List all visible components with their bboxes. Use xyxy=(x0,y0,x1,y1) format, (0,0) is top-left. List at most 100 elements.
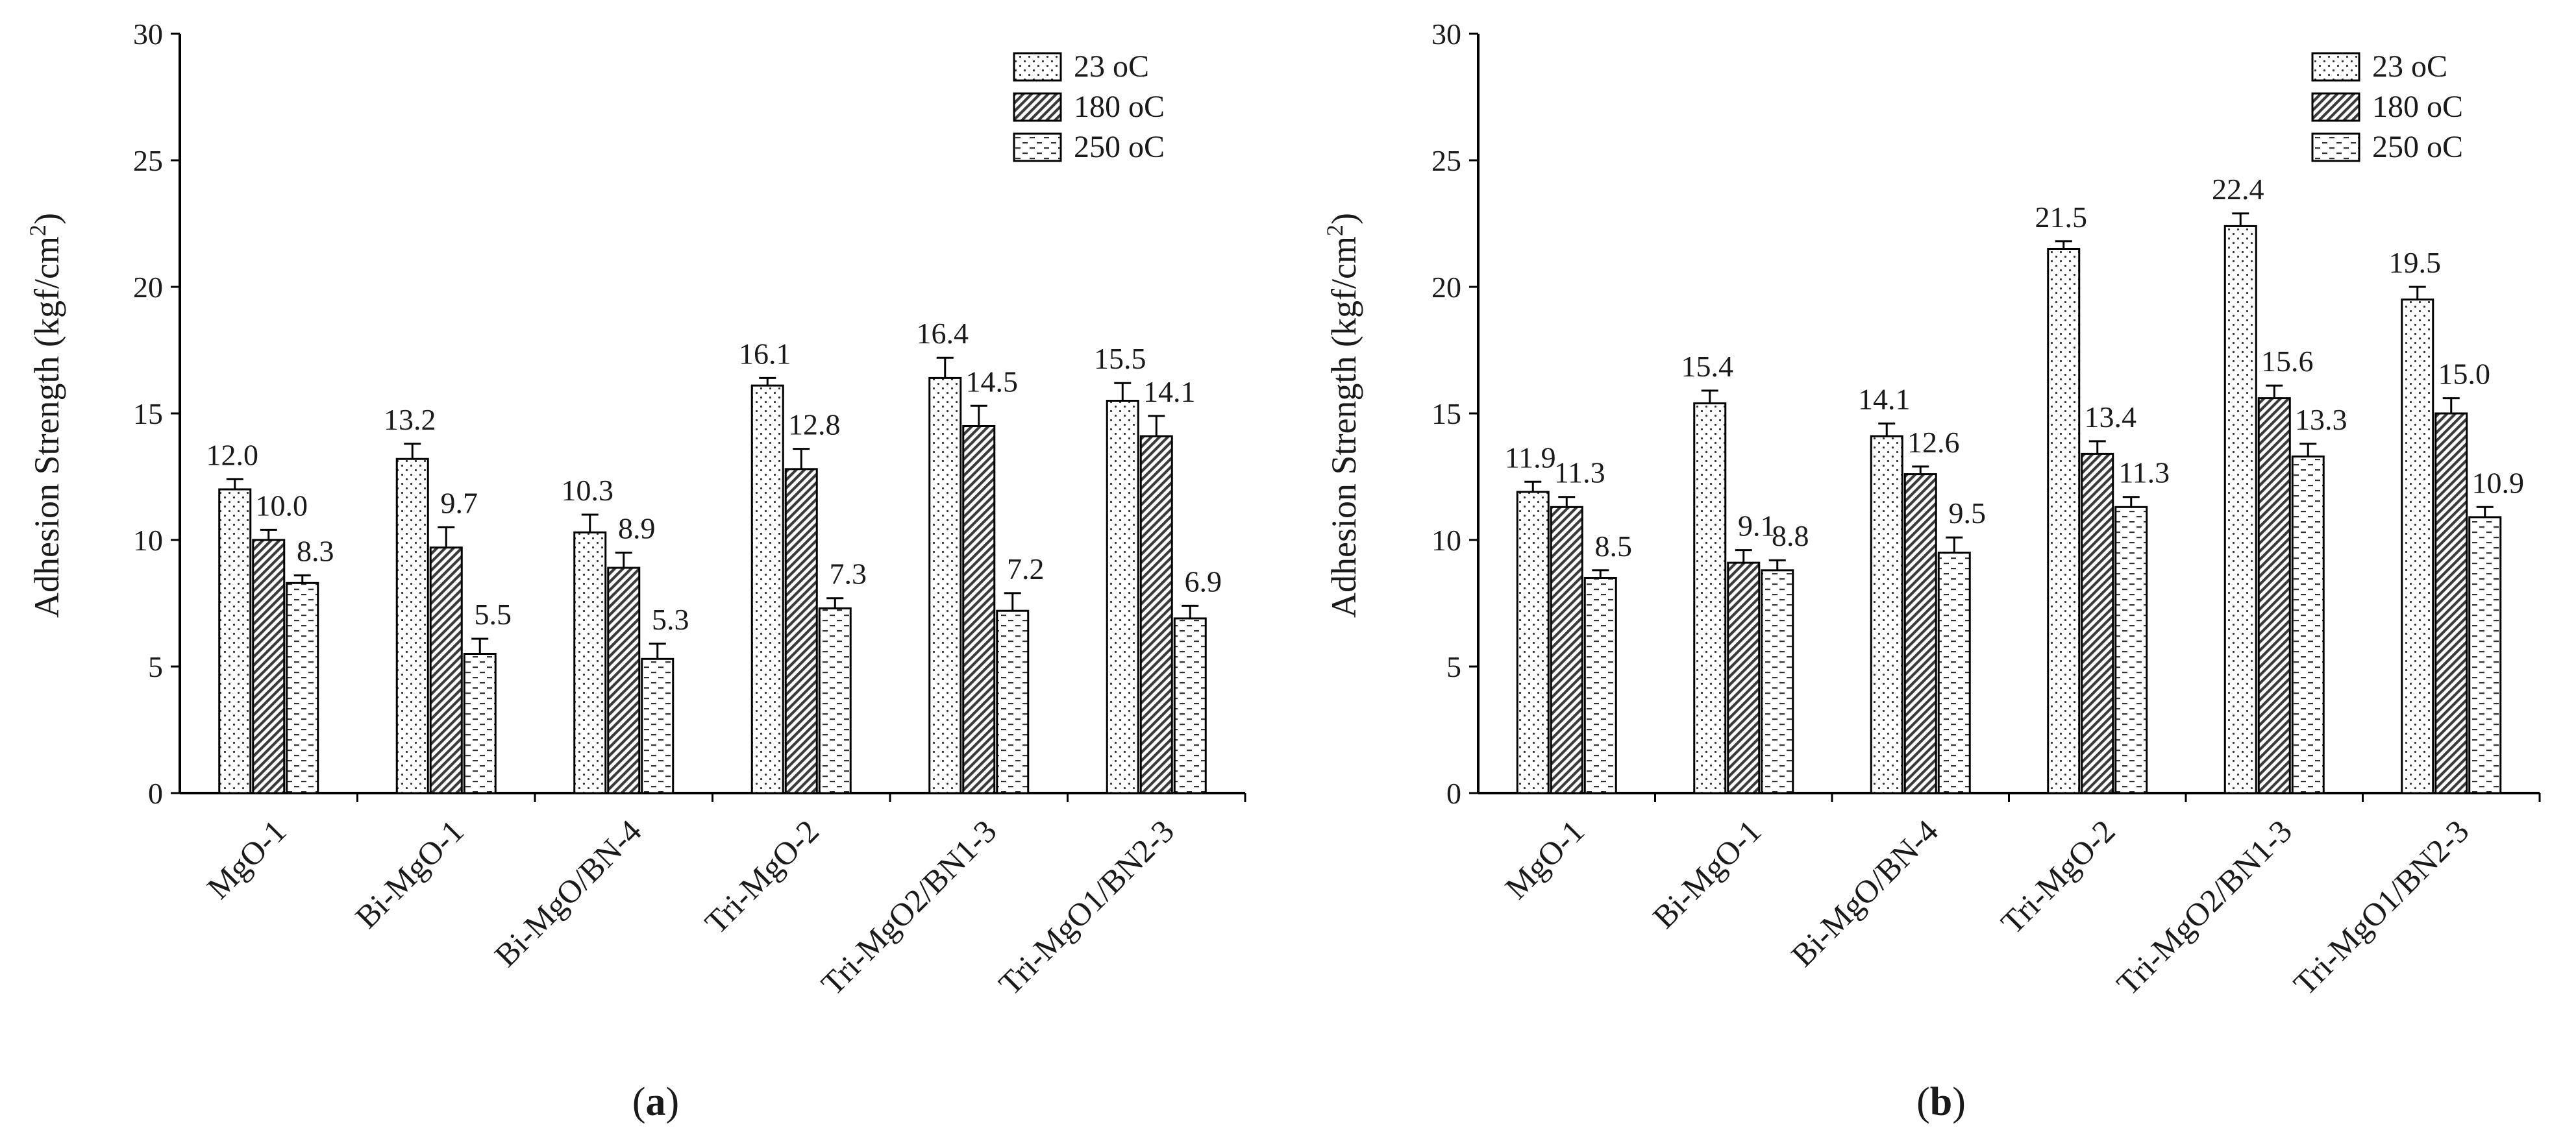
panel-a-bar-23c xyxy=(1106,400,1139,794)
panel-b-legend-label-23c: 23 oC xyxy=(2372,49,2447,84)
panel-b-bar-180c xyxy=(2434,412,2468,794)
panel-b-data-label: 11.3 xyxy=(2118,456,2170,489)
panel-a-data-label: 13.2 xyxy=(384,403,436,436)
panel-a-category-label: Tri-MgO2/BN1-3 xyxy=(814,813,1004,1002)
panel-b-bar-250c xyxy=(2114,506,2148,794)
panel-b-bar-180c xyxy=(2257,397,2291,794)
panel-b-category-label: Tri-MgO-2 xyxy=(1994,813,2122,940)
panel-a-y-tick-label: 5 xyxy=(148,650,163,683)
panel-a-data-label: 8.3 xyxy=(297,535,334,568)
panel-b-bar-250c xyxy=(2468,516,2502,794)
panel-a-data-label: 5.5 xyxy=(475,598,512,631)
panel-b-category-label: MgO-1 xyxy=(1498,813,1591,906)
panel-a-bar-23c xyxy=(218,488,252,794)
panel-a-bar-23c xyxy=(573,531,607,794)
panel-b-legend-label-180c: 180 oC xyxy=(2372,90,2463,124)
panel-a-data-label: 5.3 xyxy=(652,603,689,636)
panel-b-y-tick-label: 25 xyxy=(1431,144,1461,177)
panel-b-legend-swatch-250c xyxy=(2311,132,2360,162)
panel-a-bar-23c xyxy=(750,384,784,794)
panel-a-bar-250c xyxy=(996,609,1030,794)
panel-a-bar-180c xyxy=(607,567,641,794)
panel-b-bar-23c xyxy=(1693,402,1727,794)
panel-b-y-tick-label: 10 xyxy=(1431,524,1461,557)
panel-b-data-label: 14.1 xyxy=(1858,383,1911,416)
panel-a-y-tick-label: 10 xyxy=(133,524,163,557)
panel-a-bar-180c xyxy=(429,546,463,794)
panel-b-data-label: 19.5 xyxy=(2389,246,2442,279)
panel-a-y-tick-label: 20 xyxy=(133,271,163,304)
panel-b-data-label: 15.6 xyxy=(2261,345,2314,378)
panel-b-data-label: 9.1 xyxy=(1738,509,1776,543)
panel-b-data-label: 12.6 xyxy=(1907,426,1960,459)
panel-a-data-label: 7.2 xyxy=(1007,552,1045,585)
panel-b-legend-swatch-180c xyxy=(2311,92,2360,122)
panel-a-data-label: 12.0 xyxy=(206,438,259,471)
panel-b-y-axis-title: Adhesion Strength (kgf/cm2) xyxy=(1322,213,1363,618)
panel-a-bar-250c xyxy=(641,657,675,794)
panel-b-legend-label-250c: 250 oC xyxy=(2372,130,2463,164)
panel-a-data-label: 10.0 xyxy=(256,489,308,522)
panel-a-y-tick-label: 15 xyxy=(133,397,163,430)
panel-b-bar-180c xyxy=(1727,561,1761,794)
panel-a-y-axis-title: Adhesion Strength (kgf/cm2) xyxy=(25,213,66,618)
panel-b-data-label: 8.8 xyxy=(1772,519,1809,552)
panel-b-category-label: Bi-MgO-1 xyxy=(1646,813,1768,935)
panel-a-legend-swatch-180c xyxy=(1013,92,1062,122)
panel-b-data-label: 8.5 xyxy=(1595,530,1633,563)
panel-a-category-label: Tri-MgO-2 xyxy=(698,813,826,940)
panel-a-bar-180c xyxy=(252,539,286,794)
panel-a-bar-180c xyxy=(1139,435,1173,794)
panel-b-y-tick-label: 20 xyxy=(1431,271,1461,304)
panel-a-y-tick-label: 30 xyxy=(133,18,163,51)
panel-b-data-label: 9.5 xyxy=(1949,496,1987,530)
panel-a-category-label: Bi-MgO-1 xyxy=(348,813,471,935)
panel-a-bar-250c xyxy=(1173,617,1207,794)
panel-a-data-label: 15.5 xyxy=(1094,342,1146,375)
panel-a-bar-23c xyxy=(395,458,429,794)
panel-a-bar-180c xyxy=(784,468,818,794)
panel-a-data-label: 6.9 xyxy=(1185,565,1222,598)
panel-a-data-label: 14.5 xyxy=(966,365,1019,398)
panel-b-data-label: 10.9 xyxy=(2472,466,2525,499)
panel-a-data-label: 16.1 xyxy=(739,337,791,370)
panel-b-data-label: 21.5 xyxy=(2035,201,2088,234)
panel-b-y-tick-label: 30 xyxy=(1431,18,1461,51)
panel-a-data-label: 10.3 xyxy=(562,474,614,507)
panel-b-bar-23c xyxy=(2047,248,2081,794)
panel-b-label: (b) xyxy=(1916,1080,1966,1124)
panel-b-bar-250c xyxy=(1937,552,1971,794)
panel-b-data-label: 13.4 xyxy=(2085,400,2137,434)
panel-a-data-label: 7.3 xyxy=(830,557,867,591)
panel-b-bar-23c xyxy=(1516,491,1550,794)
panel-a-bar-250c xyxy=(818,607,852,794)
panel-a-bar-250c xyxy=(286,582,319,794)
panel-b-bar-250c xyxy=(2291,455,2325,794)
panel-a-data-label: 14.1 xyxy=(1143,375,1196,408)
panel-a-data-label: 8.9 xyxy=(618,512,656,545)
panel-b-bar-180c xyxy=(1903,473,1937,794)
panel-b-bar-23c xyxy=(2401,299,2434,794)
panel-b-bar-250c xyxy=(1761,569,1794,794)
panel-a-legend-label-180c: 180 oC xyxy=(1074,90,1165,124)
panel-b-data-label: 13.3 xyxy=(2295,403,2347,436)
panel-b-bar-23c xyxy=(2223,225,2257,794)
panel-a-legend-swatch-250c xyxy=(1013,132,1062,162)
panel-b-bar-250c xyxy=(1583,577,1617,794)
panel-b-legend-swatch-23c xyxy=(2311,52,2360,82)
panel-a-bar-180c xyxy=(962,425,996,794)
panel-b-data-label: 11.9 xyxy=(1505,441,1556,474)
panel-b-bar-23c xyxy=(1870,435,1903,794)
panel-a-label: (a) xyxy=(632,1080,679,1124)
panel-a-category-label: Bi-MgO/BN-4 xyxy=(488,813,649,974)
panel-b-y-tick-label: 0 xyxy=(1446,777,1461,810)
panel-a-bar-23c xyxy=(928,376,962,794)
panel-a-legend-swatch-23c xyxy=(1013,52,1062,82)
panel-b-y-tick-label: 5 xyxy=(1446,650,1461,683)
panel-a-y-tick-label: 25 xyxy=(133,144,163,177)
panel-b-data-label: 15.4 xyxy=(1681,350,1734,383)
panel-a-legend-label-23c: 23 oC xyxy=(1074,49,1149,84)
panel-b-bar-180c xyxy=(1550,506,1583,794)
panel-a-data-label: 12.8 xyxy=(788,408,841,441)
panel-b-data-label: 11.3 xyxy=(1554,456,1605,489)
